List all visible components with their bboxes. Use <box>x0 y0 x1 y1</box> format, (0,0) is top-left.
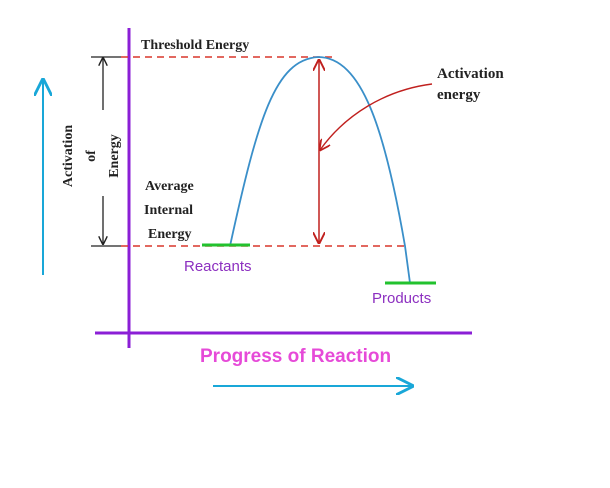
average-internal-energy-line2: Internal <box>144 203 193 218</box>
activation-energy-label-line1: Activation <box>437 66 504 82</box>
average-internal-energy-line1: Average <box>145 179 194 194</box>
reaction-energy-curve <box>229 56 411 284</box>
y-axis-label-energy: Energy <box>107 134 122 178</box>
y-axis-label-activation: Activation <box>61 125 76 187</box>
threshold-energy-label: Threshold Energy <box>141 38 249 53</box>
activation-energy-label-line2: energy <box>437 87 481 103</box>
activation-energy-pointer <box>320 83 433 150</box>
y-axis-label-of: of <box>84 150 99 162</box>
average-internal-energy-line3: Energy <box>148 227 192 242</box>
products-label: Products <box>372 290 431 307</box>
reactants-label: Reactants <box>184 258 252 275</box>
x-axis-title: Progress of Reaction <box>200 346 391 367</box>
